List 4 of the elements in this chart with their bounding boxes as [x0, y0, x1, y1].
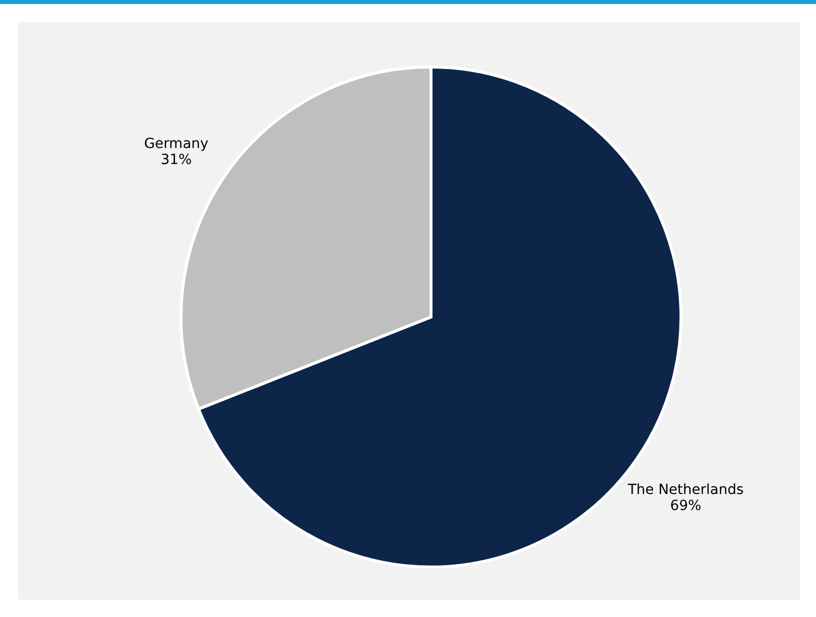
- data-label: 69%: [670, 498, 702, 514]
- slice-label: Germany: [144, 136, 208, 152]
- slice-label: The Netherlands: [626, 482, 744, 498]
- data-label: 31%: [160, 152, 192, 168]
